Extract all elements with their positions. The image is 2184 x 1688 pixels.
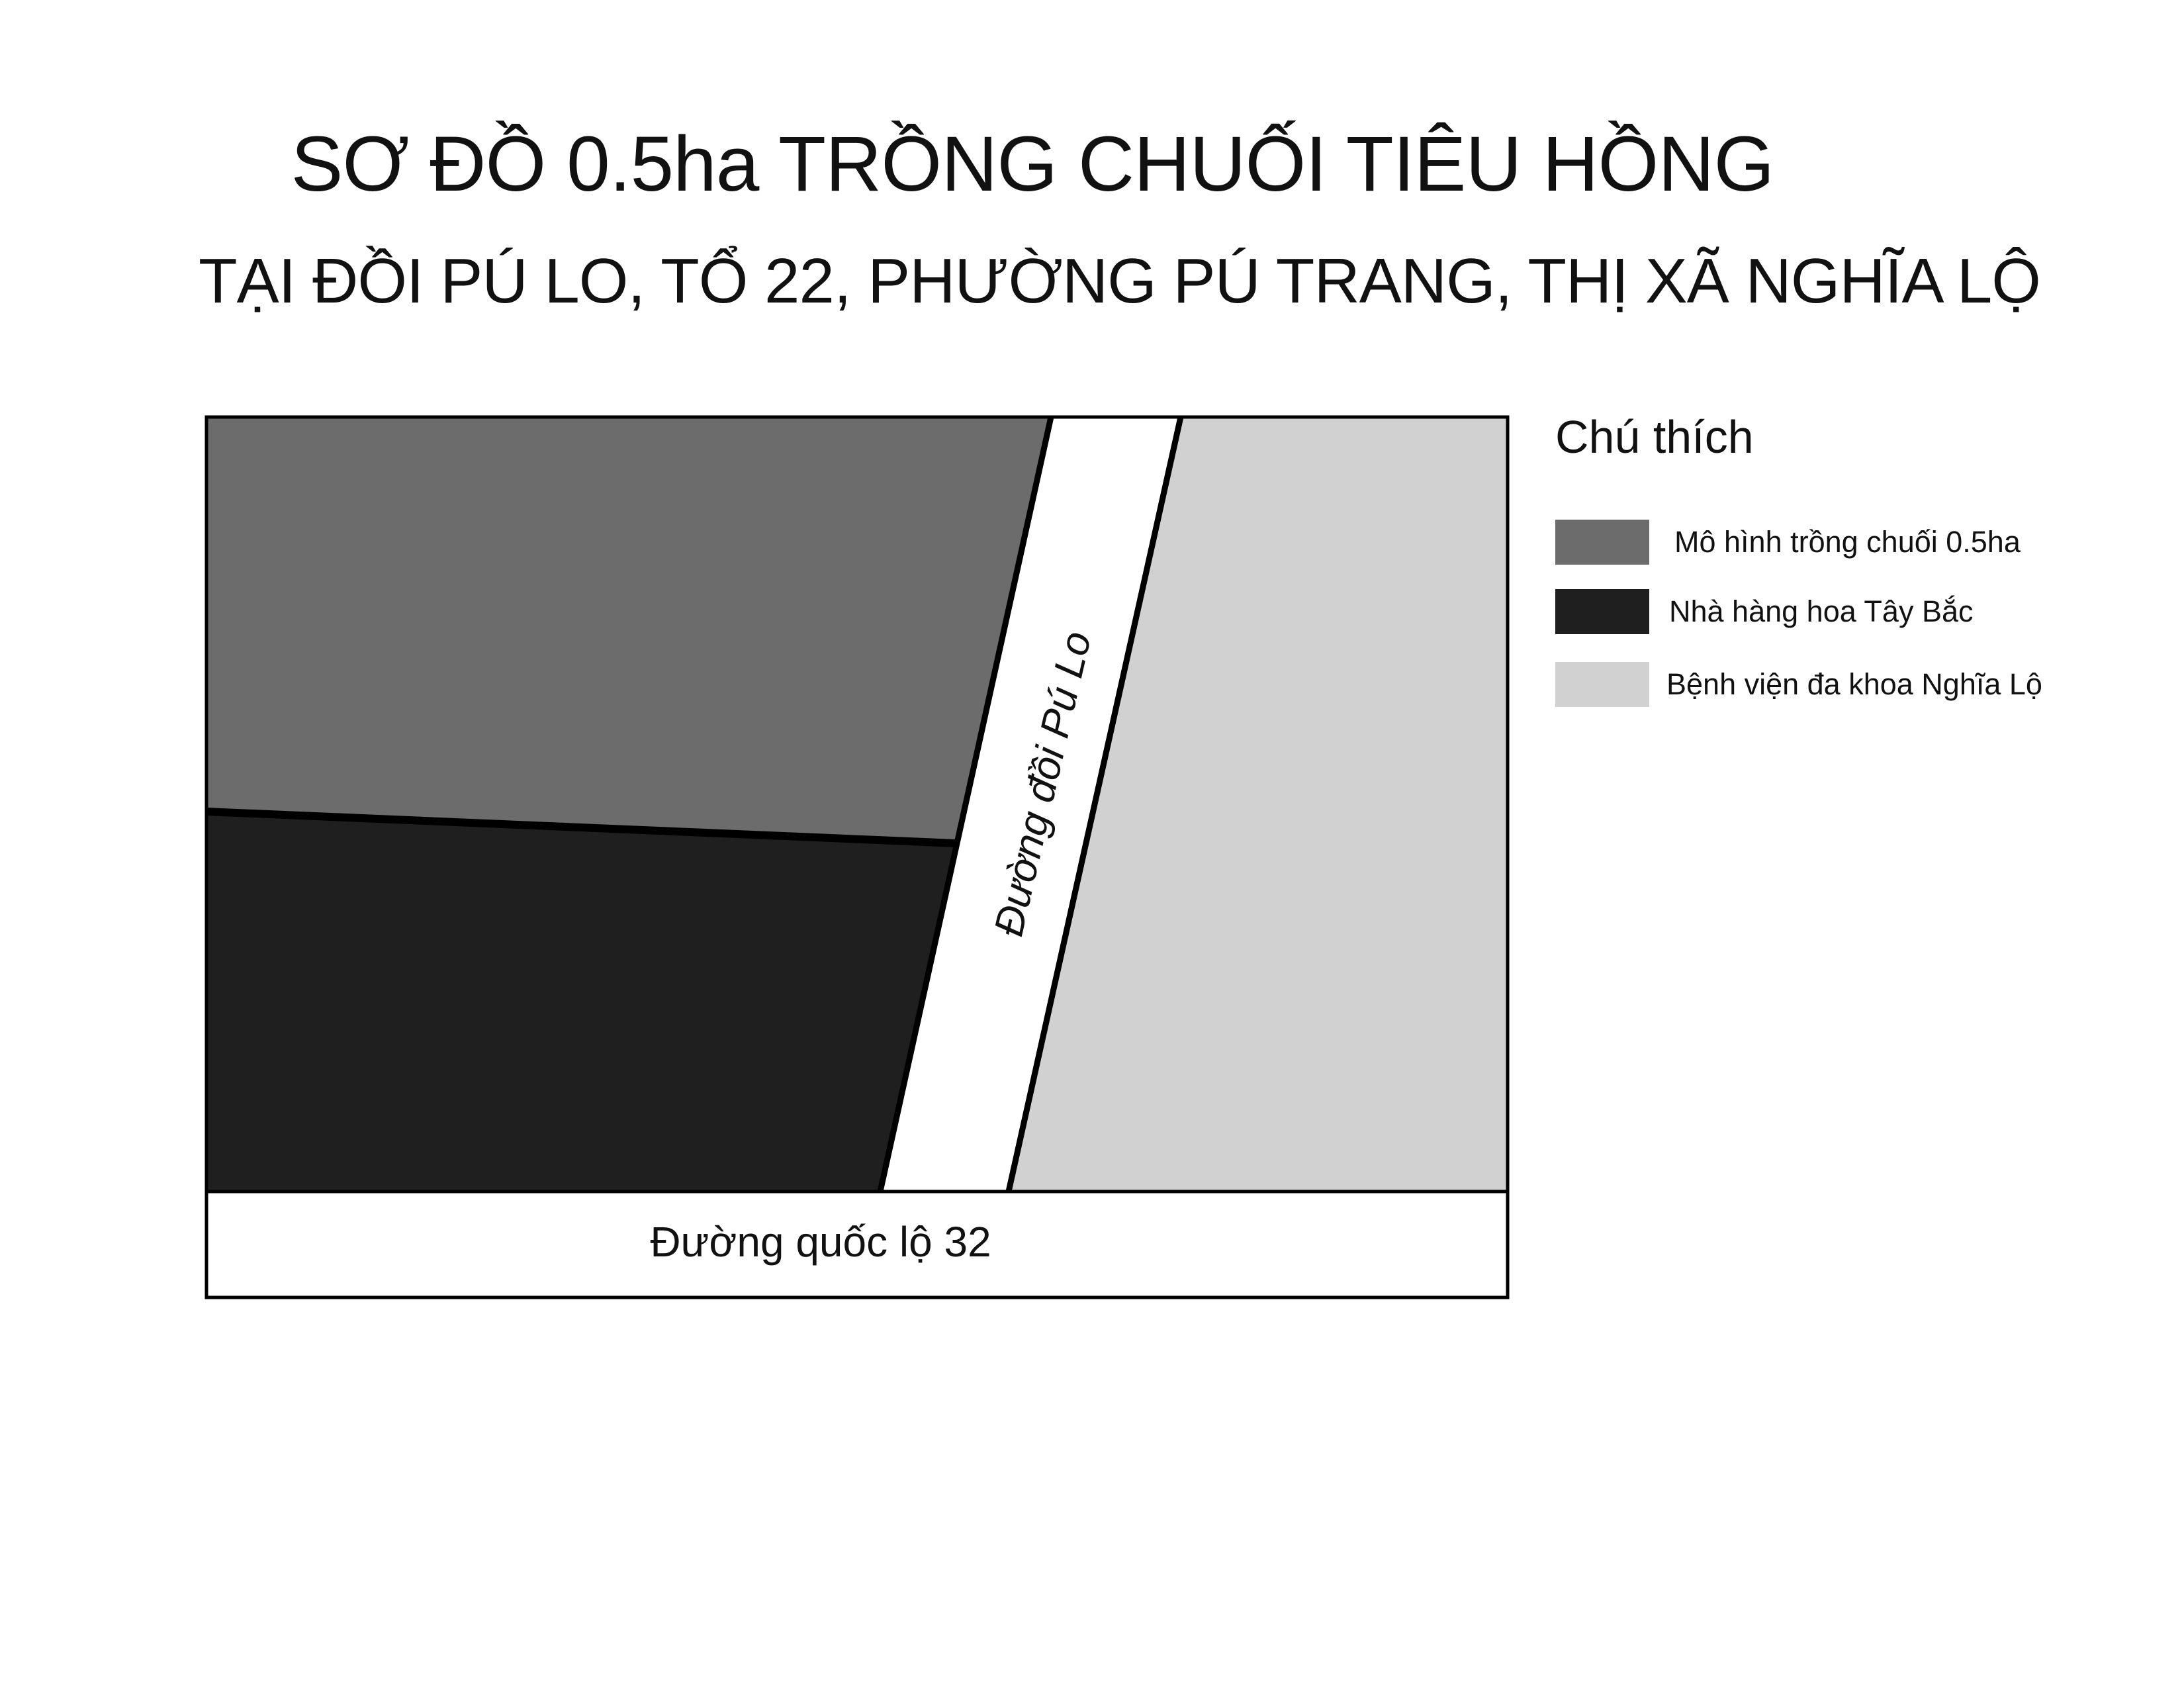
legend-swatch-restaurant bbox=[1555, 589, 1649, 634]
road-highway-32 bbox=[205, 1190, 1510, 1299]
road-right-edge bbox=[1005, 416, 1184, 1192]
map-subtitle: TẠI ĐỒI PÚ LO, TỔ 22, PHƯỜNG PÚ TRANG, T… bbox=[199, 246, 2041, 316]
legend-swatch-banana bbox=[1555, 520, 1649, 565]
road-horizontal-label: Đường quốc lộ 32 bbox=[650, 1218, 991, 1266]
road-doi-pu-lo bbox=[880, 417, 1181, 1192]
legend: Chú thích Mô hình trồng chuối 0.5ha Nhà … bbox=[1555, 410, 2042, 707]
map-title: SƠ ĐỒ 0.5ha TRỒNG CHUỐI TIÊU HỒNG bbox=[291, 120, 1775, 208]
hospital-area bbox=[1009, 417, 1508, 1192]
plot-boundary-line bbox=[206, 808, 956, 847]
banana-model-area bbox=[206, 417, 1051, 843]
legend-label-restaurant: Nhà hàng hoa Tây Bắc bbox=[1669, 594, 1974, 628]
legend-label-hospital: Bệnh viện đa khoa Nghĩa Lộ bbox=[1666, 667, 2042, 701]
legend-swatch-hospital bbox=[1555, 662, 1649, 707]
legend-label-banana: Mô hình trồng chuối 0.5ha bbox=[1674, 525, 2021, 559]
legend-title: Chú thích bbox=[1555, 411, 1754, 463]
road-left-edge bbox=[877, 416, 1054, 1192]
restaurant-area bbox=[206, 812, 956, 1192]
